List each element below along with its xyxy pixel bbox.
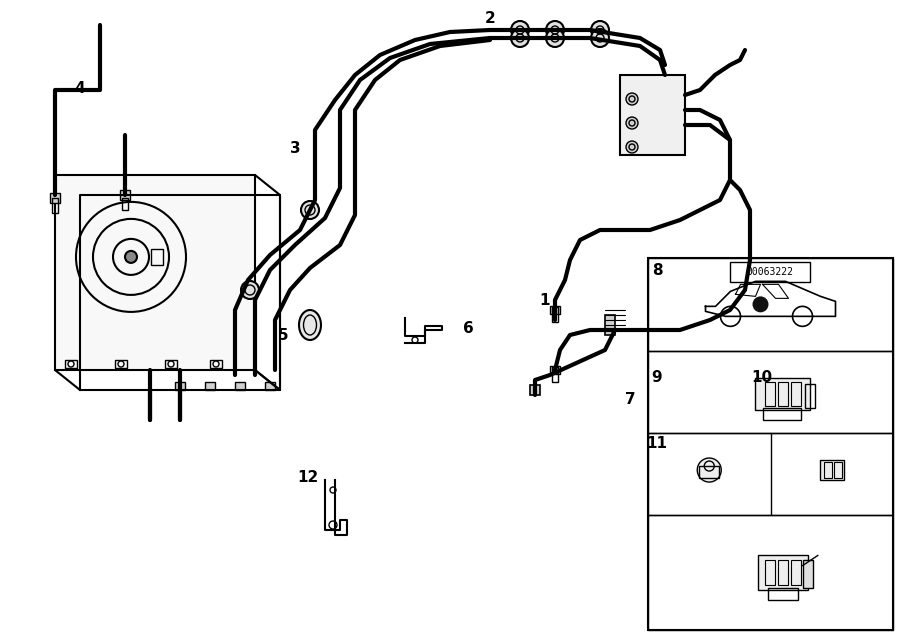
Text: 11: 11 xyxy=(646,436,668,450)
Bar xyxy=(620,75,685,155)
Bar xyxy=(648,258,893,351)
Circle shape xyxy=(546,29,564,47)
Circle shape xyxy=(591,21,609,39)
Bar xyxy=(175,382,185,390)
Bar xyxy=(699,466,719,478)
Text: 3: 3 xyxy=(290,141,301,155)
Bar xyxy=(265,382,275,390)
Circle shape xyxy=(511,29,529,47)
Bar xyxy=(122,198,128,210)
Text: 2: 2 xyxy=(484,10,495,25)
Bar xyxy=(778,382,788,406)
Bar xyxy=(805,384,814,408)
Bar xyxy=(768,589,797,601)
Bar xyxy=(115,360,127,368)
Bar xyxy=(648,515,893,630)
Bar xyxy=(550,306,560,314)
Circle shape xyxy=(752,296,769,312)
Bar xyxy=(763,408,801,420)
Circle shape xyxy=(301,201,319,219)
Bar xyxy=(120,190,130,200)
Bar xyxy=(803,561,813,589)
Bar xyxy=(210,360,222,368)
Bar xyxy=(778,561,788,585)
Bar xyxy=(50,193,60,203)
Bar xyxy=(552,307,558,322)
Bar xyxy=(165,360,177,368)
Text: 1: 1 xyxy=(540,292,550,308)
Ellipse shape xyxy=(299,310,321,340)
Text: 00063222: 00063222 xyxy=(746,267,794,276)
Bar xyxy=(820,460,844,480)
Bar xyxy=(648,433,893,515)
Bar xyxy=(730,262,810,282)
Bar xyxy=(205,382,215,390)
Text: 10: 10 xyxy=(752,369,772,385)
Text: 7: 7 xyxy=(625,392,635,408)
Circle shape xyxy=(626,93,638,105)
Circle shape xyxy=(626,117,638,129)
Bar xyxy=(833,462,842,478)
Circle shape xyxy=(511,21,529,39)
Bar xyxy=(765,382,775,406)
Circle shape xyxy=(698,458,721,482)
Bar xyxy=(151,249,163,265)
Text: 9: 9 xyxy=(652,369,662,385)
Bar xyxy=(755,378,810,410)
Circle shape xyxy=(546,21,564,39)
Bar xyxy=(648,351,893,433)
Bar xyxy=(791,561,801,585)
Bar xyxy=(552,367,558,382)
Text: 4: 4 xyxy=(75,80,86,96)
Bar xyxy=(824,462,832,478)
Bar xyxy=(530,385,540,395)
Bar xyxy=(605,315,615,335)
Bar xyxy=(65,360,77,368)
Circle shape xyxy=(125,251,137,263)
Bar xyxy=(791,382,801,406)
Bar xyxy=(235,382,245,390)
Text: 6: 6 xyxy=(463,320,473,336)
Text: 5: 5 xyxy=(278,327,288,343)
Bar xyxy=(52,198,58,213)
Bar xyxy=(648,258,893,630)
Bar xyxy=(55,175,255,370)
Text: 8: 8 xyxy=(652,262,662,278)
Bar xyxy=(765,561,775,585)
Circle shape xyxy=(626,141,638,153)
Text: 12: 12 xyxy=(297,471,319,485)
Circle shape xyxy=(591,29,609,47)
Circle shape xyxy=(241,281,259,299)
Bar xyxy=(758,555,808,590)
Bar xyxy=(550,366,560,374)
